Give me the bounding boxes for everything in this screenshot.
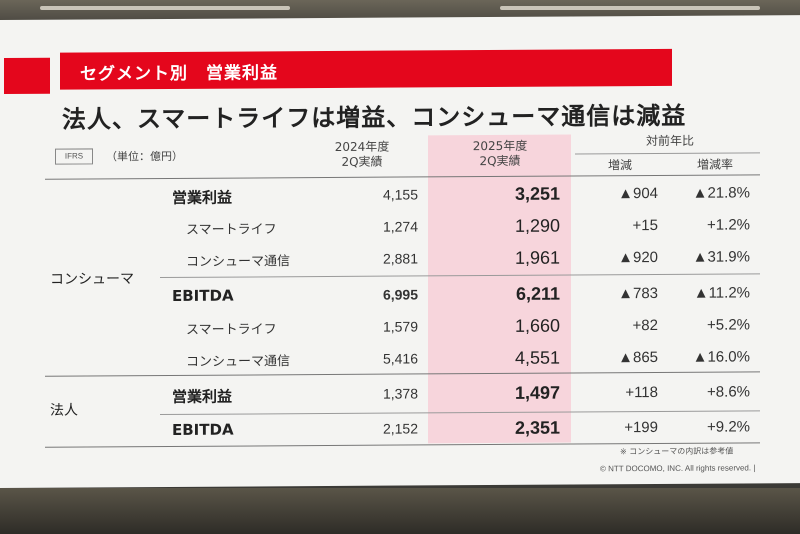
slide-headline: 法人、スマートライフは増益、コンシューマ通信は減益 (62, 101, 687, 134)
section-title: セグメント別 営業利益 (80, 63, 278, 85)
footnote: ※ コンシューマの内訳は参考値 (620, 446, 734, 457)
table-row: EBITDA 6,995 6,211 ▲783 ▲11.2% (0, 277, 800, 312)
value-change-rate: +1.2% (707, 216, 750, 234)
row-label: スマートライフ (186, 322, 277, 338)
table-row: EBITDA 2,152 2,351 +199 +9.2% (0, 411, 800, 446)
row-label: EBITDA (172, 420, 234, 439)
value-change: +15 (632, 216, 658, 235)
row-label: スマートライフ (186, 222, 277, 238)
value-change-rate: ▲31.9% (692, 248, 750, 266)
value-fy2024: 1,274 (382, 218, 418, 235)
value-fy2024: 1,378 (382, 385, 418, 402)
header-change-rate: 増減率 (696, 157, 733, 172)
header-yoy: 対前年比 (645, 133, 694, 149)
header-fy2024: 2024年度 2Q実績 (322, 140, 402, 170)
value-change: ▲783 (618, 284, 658, 303)
table-row: スマートライフ 1,274 1,290 +15 +1.2% (0, 209, 800, 244)
row-label: 営業利益 (172, 188, 233, 207)
header-fy2025-line1: 2025年度 (472, 138, 528, 154)
value-change-rate: ▲16.0% (692, 348, 750, 366)
section-title-bar: セグメント別 営業利益 (60, 48, 672, 90)
header-fy2024-line1: 2024年度 (334, 139, 390, 154)
header-fy2025: 2025年度 2Q実績 (460, 139, 540, 169)
table-row: スマートライフ 1,579 1,660 +82 +5.2% (0, 309, 800, 344)
value-fy2025: 1,961 (514, 247, 560, 268)
header-fy2025-line2: 2Q実績 (479, 153, 521, 169)
ceiling-light (500, 6, 760, 10)
value-fy2025: 1,660 (514, 315, 560, 336)
value-change: ▲920 (618, 248, 658, 267)
title-accent-block (4, 57, 50, 94)
value-change: +199 (624, 418, 658, 437)
copyright: © NTT DOCOMO, INC. All rights reserved. … (600, 463, 756, 474)
value-fy2025: 6,211 (515, 283, 560, 304)
value-change: +82 (632, 316, 658, 335)
yoy-underline (575, 152, 760, 155)
value-change-rate: +5.2% (707, 316, 750, 334)
value-fy2024: 4,155 (382, 186, 418, 203)
table-row: 営業利益 1,378 1,497 +118 +8.6% (0, 376, 800, 411)
value-change: ▲865 (618, 348, 658, 367)
value-change-rate: ▲21.8% (692, 184, 750, 202)
row-label: コンシューマ通信 (186, 254, 291, 270)
value-fy2024: 2,152 (382, 420, 418, 437)
value-fy2024: 1,579 (382, 318, 418, 335)
value-change: +118 (625, 383, 658, 402)
value-fy2025: 1,497 (514, 382, 560, 403)
presentation-slide: セグメント別 営業利益 法人、スマートライフは増益、コンシューマ通信は減益 IF… (0, 15, 800, 489)
row-label: EBITDA (172, 286, 234, 305)
ifrs-badge: IFRS (55, 148, 93, 165)
value-fy2024: 5,416 (382, 350, 418, 367)
table-row: コンシューマ通信 2,881 1,961 ▲920 ▲31.9% (0, 241, 800, 276)
value-change-rate: +9.2% (707, 418, 750, 436)
value-change: ▲904 (618, 184, 658, 203)
value-fy2024: 2,881 (382, 250, 418, 267)
value-fy2024: 6,995 (382, 286, 418, 303)
ceiling-light (40, 6, 290, 10)
value-fy2025: 3,251 (514, 183, 560, 204)
value-change-rate: +8.6% (707, 383, 750, 401)
table-row: 営業利益 4,155 3,251 ▲904 ▲21.8% (0, 177, 800, 212)
room-floor (0, 488, 800, 534)
header-fy2024-line2: 2Q実績 (341, 154, 383, 169)
value-fy2025: 4,551 (514, 347, 560, 368)
value-fy2025: 2,351 (514, 417, 560, 438)
value-fy2025: 1,290 (514, 215, 560, 236)
value-change-rate: ▲11.2% (693, 284, 750, 302)
header-change: 増減 (607, 158, 632, 173)
row-label: コンシューマ通信 (186, 354, 291, 370)
unit-label: （単位：億円） (106, 149, 183, 164)
row-label: 営業利益 (172, 387, 233, 406)
table-row: コンシューマ通信 5,416 4,551 ▲865 ▲16.0% (0, 341, 800, 376)
